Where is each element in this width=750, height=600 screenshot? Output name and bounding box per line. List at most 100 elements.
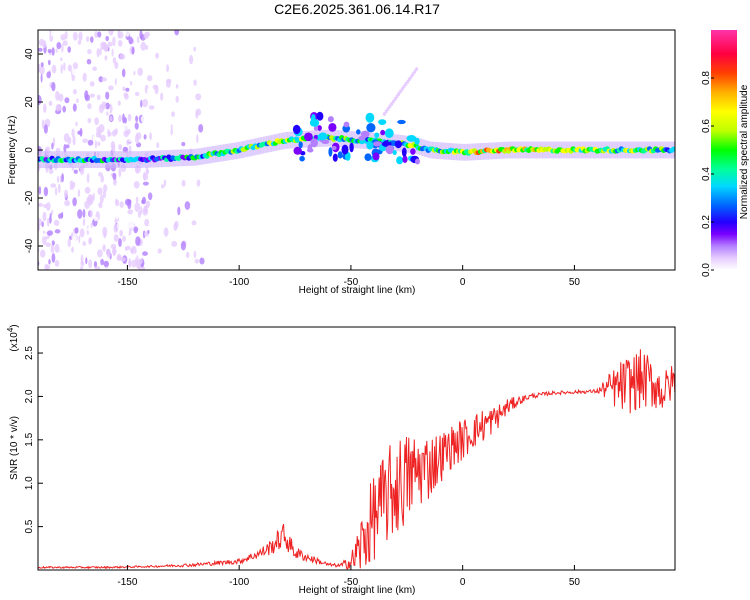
spectrogram-speckle: [62, 56, 68, 64]
spectrogram-speckle: [189, 54, 194, 65]
spectrogram-speckle: [100, 104, 107, 110]
spectrogram-speckle: [69, 185, 74, 190]
spectrogram-streak: [382, 112, 386, 116]
snr-frame: [37, 326, 676, 571]
spectrogram-speckle: [60, 64, 63, 74]
spectrogram-speckle: [48, 168, 54, 175]
spectrogram-speckle: [55, 90, 60, 101]
spectrogram-speckle: [73, 169, 79, 174]
spectrogram-speckle: [122, 235, 126, 242]
spectrogram-speckle: [117, 100, 121, 106]
spectrogram-blob: [343, 121, 350, 128]
spectrogram-blob: [394, 140, 402, 149]
spectrogram-speckle: [54, 260, 60, 267]
spectrogram-speckle: [143, 134, 147, 140]
spectrogram-speckle: [94, 117, 99, 126]
spectrogram-speckle: [72, 103, 77, 112]
spectrogram-speckle: [79, 91, 82, 101]
spectrogram-speckle: [67, 238, 72, 248]
spectrogram-speckle: [94, 140, 98, 149]
snr-ytick-label: 2.0: [24, 389, 35, 403]
spectrogram-speckle: [135, 236, 141, 247]
spectrogram-speckle: [154, 84, 159, 95]
spectrogram-ytick-label: 20: [24, 96, 35, 108]
spectrogram-speckle: [133, 70, 136, 76]
spectrogram-blob: [414, 137, 420, 145]
spectrogram-speckle: [110, 222, 114, 230]
spectrogram-blob: [317, 125, 322, 131]
spectrogram-speckle: [51, 81, 56, 92]
spectrogram-speckle: [116, 105, 120, 114]
spectrogram-speckle: [133, 226, 138, 234]
spectrogram-speckle: [82, 72, 87, 82]
spectrogram-speckle: [82, 241, 86, 247]
spectrogram-speckle: [114, 78, 117, 85]
spectrogram-speckle: [175, 95, 179, 103]
spectrogram-streak: [391, 99, 395, 104]
spectrogram-speckle: [128, 258, 132, 268]
spectrogram-speckle: [42, 211, 47, 222]
spectrogram-speckle: [137, 221, 141, 229]
snr-ytick-label: 1.0: [24, 476, 35, 490]
spectrogram-speckle: [72, 62, 78, 70]
spectrogram-speckle: [77, 40, 82, 45]
spectrogram-speckle: [106, 248, 111, 258]
spectrogram-speckle: [103, 232, 107, 239]
spectrogram-speckle: [86, 173, 90, 184]
spectrogram-speckle: [135, 166, 140, 174]
spectrogram-speckle: [145, 124, 150, 134]
spectrogram-speckle: [93, 261, 98, 268]
spectrogram-speckle: [147, 75, 153, 82]
spectrogram-speckle: [77, 189, 81, 198]
spectrogram-speckle: [64, 97, 70, 104]
spectrogram-speckle: [47, 49, 52, 53]
colorbar-tick-label: 0.8: [701, 71, 712, 85]
spectrogram-speckle: [148, 105, 155, 110]
spectrogram-speckle: [92, 66, 97, 72]
spectrogram-speckle: [40, 62, 44, 68]
spectrogram-ytick-label: 40: [24, 48, 35, 60]
spectrogram-speckle: [51, 253, 56, 263]
spectrogram-speckle: [145, 169, 150, 174]
spectrogram-speckle: [141, 196, 147, 205]
spectrogram-speckle: [89, 93, 95, 98]
spectrogram-speckle: [199, 257, 205, 265]
spectrogram-speckle: [44, 91, 48, 96]
spectrogram-speckle: [140, 41, 147, 51]
spectrogram-speckle: [102, 244, 106, 252]
spectrogram-speckle: [135, 259, 142, 269]
spectrogram-speckle: [119, 229, 123, 237]
spectrogram-speckle: [134, 122, 139, 130]
spectrogram-streak: [397, 92, 401, 96]
spectrogram-speckle: [50, 244, 55, 254]
spectrogram-speckle: [51, 47, 55, 56]
spectrogram-speckle: [177, 206, 181, 216]
spectrogram-speckle: [130, 81, 133, 86]
spectrogram-speckle: [46, 71, 51, 79]
spectrogram-blob: [406, 135, 417, 142]
spectrogram-speckle: [112, 57, 117, 64]
spectrogram-blob: [299, 155, 305, 162]
spectrogram-speckle: [124, 30, 130, 37]
spectrogram-blob: [364, 153, 372, 161]
spectrogram-blob: [358, 135, 366, 141]
spectrogram-speckle: [45, 202, 51, 211]
colorbar-tick-label: 0.6: [701, 119, 712, 133]
spectrogram-speckle: [115, 211, 119, 220]
spectrogram-speckle: [107, 41, 113, 47]
spectrogram-blob: [385, 145, 394, 155]
spectrogram-speckle: [111, 144, 116, 154]
spectrogram-speckle: [61, 211, 64, 218]
colorbar-tick-label: 0.2: [701, 215, 712, 229]
spectrogram-speckle: [131, 46, 135, 55]
spectrogram-speckle: [55, 234, 59, 244]
spectrogram-speckle: [113, 234, 119, 242]
spectrogram-speckle: [122, 113, 125, 124]
spectrogram-ylabel: Frequency (Hz): [7, 116, 18, 185]
spectrogram-speckle: [143, 171, 146, 181]
spectrogram-speckle: [89, 209, 93, 218]
spectrogram-speckle: [90, 36, 94, 43]
spectrogram-speckle: [100, 134, 106, 142]
spectrogram-speckle: [131, 74, 138, 84]
